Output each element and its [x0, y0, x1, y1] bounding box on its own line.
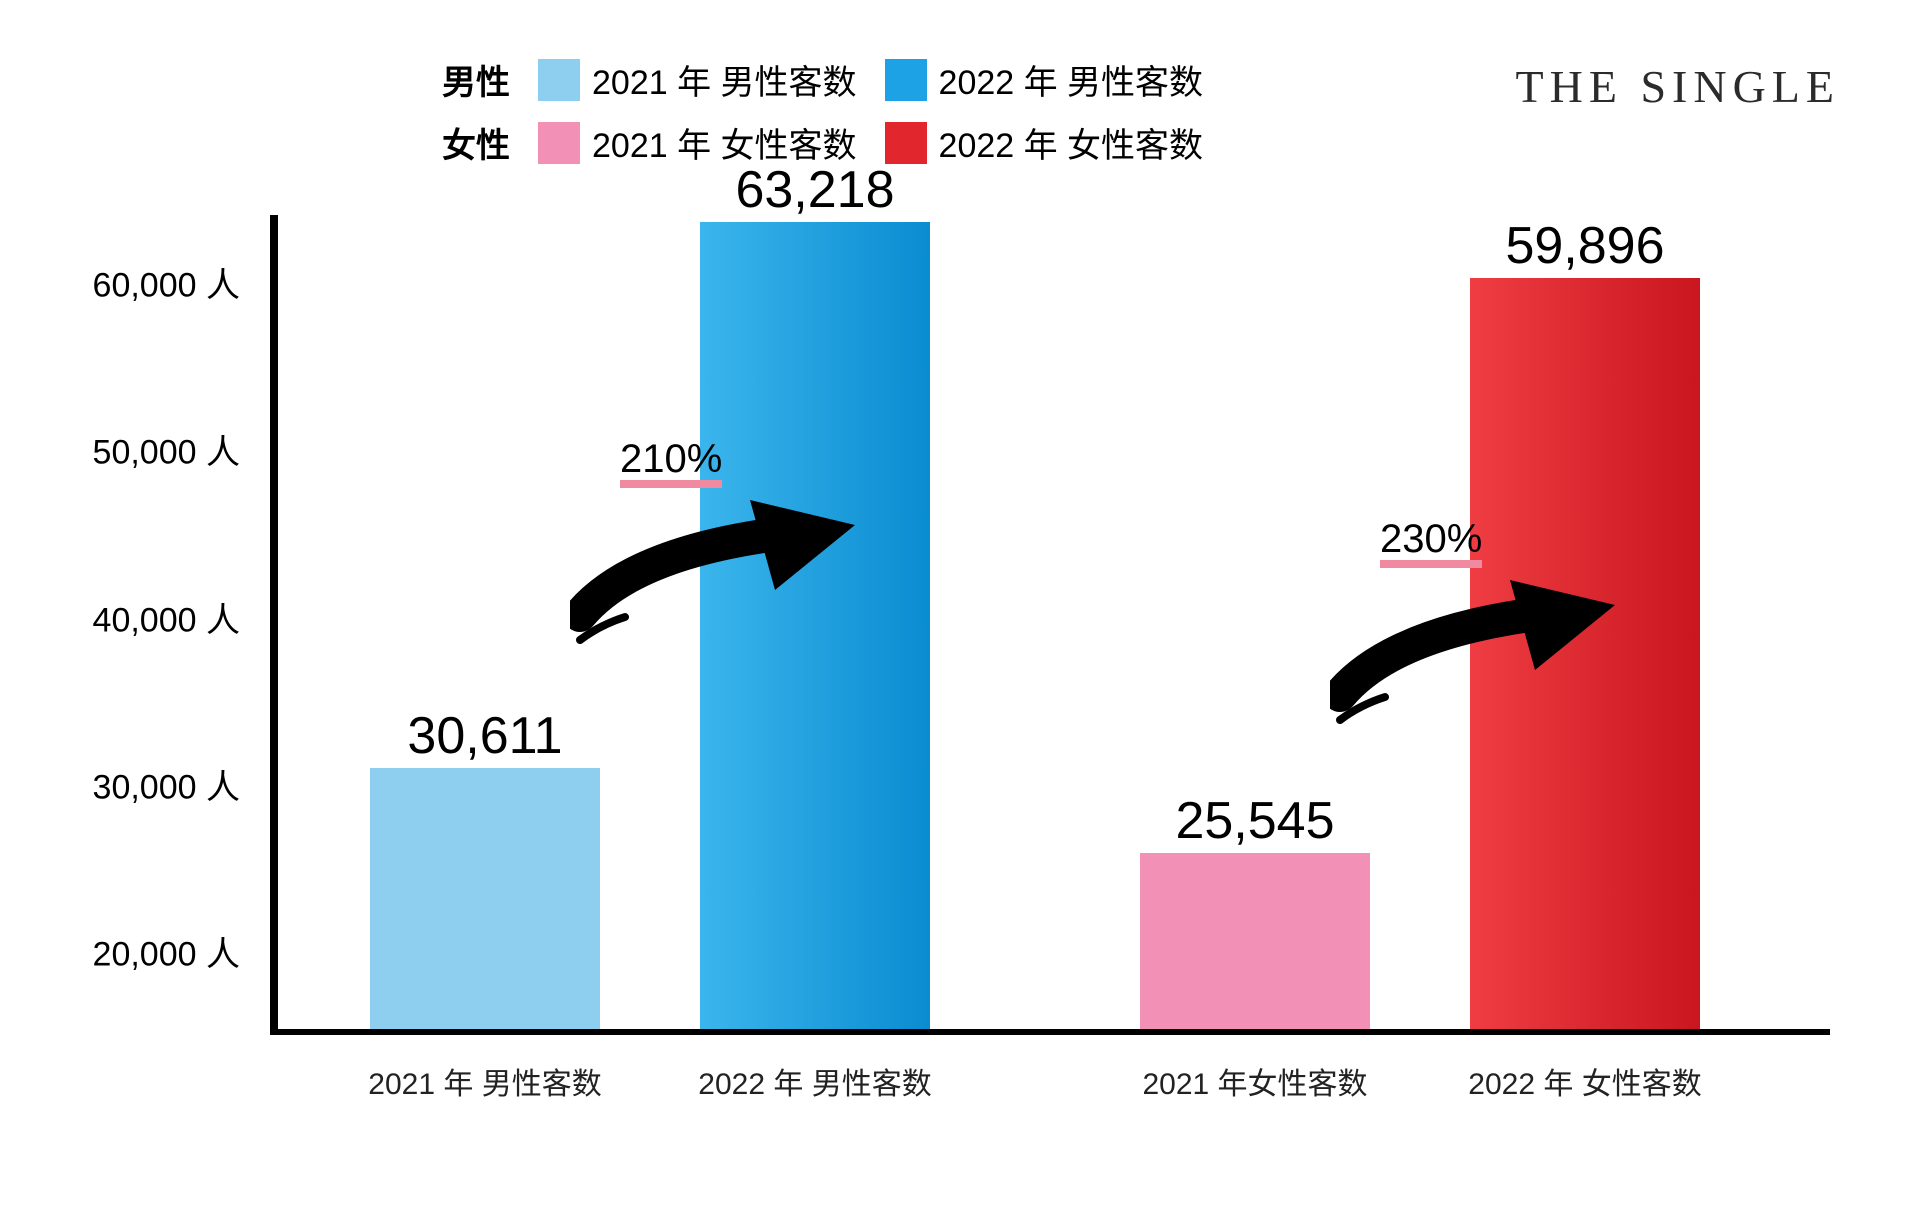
- legend-row-label: 男性: [420, 55, 510, 104]
- y-tick: 50,000 人: [93, 425, 240, 474]
- bar-value-label: 25,545: [1105, 791, 1405, 851]
- legend-item-text: 2022 年 男性客数: [939, 55, 1204, 104]
- y-tick: 60,000 人: [93, 257, 240, 306]
- y-axis: [270, 215, 278, 1035]
- legend-swatch: [538, 59, 580, 101]
- bar-value-label: 30,611: [335, 706, 635, 766]
- x-axis-label: 2021 年 男性客数: [335, 1059, 635, 1103]
- legend-row-male: 男性 2021 年 男性客数 2022 年 男性客数: [420, 55, 1203, 104]
- arrow-up-icon: [1330, 565, 1630, 735]
- arrow-up-icon: [570, 485, 870, 655]
- legend-swatch: [538, 122, 580, 164]
- bar-female-2021: 25,545 2021 年女性客数: [1140, 853, 1370, 1030]
- legend-row-label: 女性: [420, 118, 510, 167]
- legend: 男性 2021 年 男性客数 2022 年 男性客数 女性 2021 年 女性客…: [420, 55, 1203, 167]
- bar-value-label: 59,896: [1435, 216, 1735, 276]
- growth-arrow-female: 230%: [1330, 565, 1650, 765]
- x-axis-label: 2022 年 女性客数: [1435, 1059, 1735, 1103]
- growth-percent: 230%: [1380, 517, 1482, 562]
- legend-item-text: 2022 年 女性客数: [939, 118, 1204, 167]
- brand-logo: THE SINGLE: [1516, 60, 1840, 113]
- legend-item: 2022 年 男性客数: [885, 55, 1204, 104]
- x-axis: [270, 1029, 1830, 1035]
- x-axis-label: 2022 年 男性客数: [665, 1059, 965, 1103]
- legend-item: 2021 年 男性客数: [538, 55, 857, 104]
- page-root: 男性 2021 年 男性客数 2022 年 男性客数 女性 2021 年 女性客…: [0, 0, 1920, 1226]
- y-tick: 20,000 人: [93, 927, 240, 976]
- y-tick: 40,000 人: [93, 592, 240, 641]
- bar-male-2021: 30,611 2021 年 男性客数: [370, 768, 600, 1029]
- legend-swatch: [885, 59, 927, 101]
- growth-arrow-male: 210%: [570, 485, 890, 685]
- y-tick: 30,000 人: [93, 760, 240, 809]
- growth-percent: 210%: [620, 437, 722, 482]
- x-axis-label: 2021 年女性客数: [1105, 1059, 1405, 1103]
- bar-value-label: 63,218: [665, 160, 965, 220]
- bar-chart: 20,000 人 30,000 人 40,000 人 50,000 人 60,0…: [270, 215, 1830, 1035]
- legend-item-text: 2021 年 男性客数: [592, 55, 857, 104]
- legend-swatch: [885, 122, 927, 164]
